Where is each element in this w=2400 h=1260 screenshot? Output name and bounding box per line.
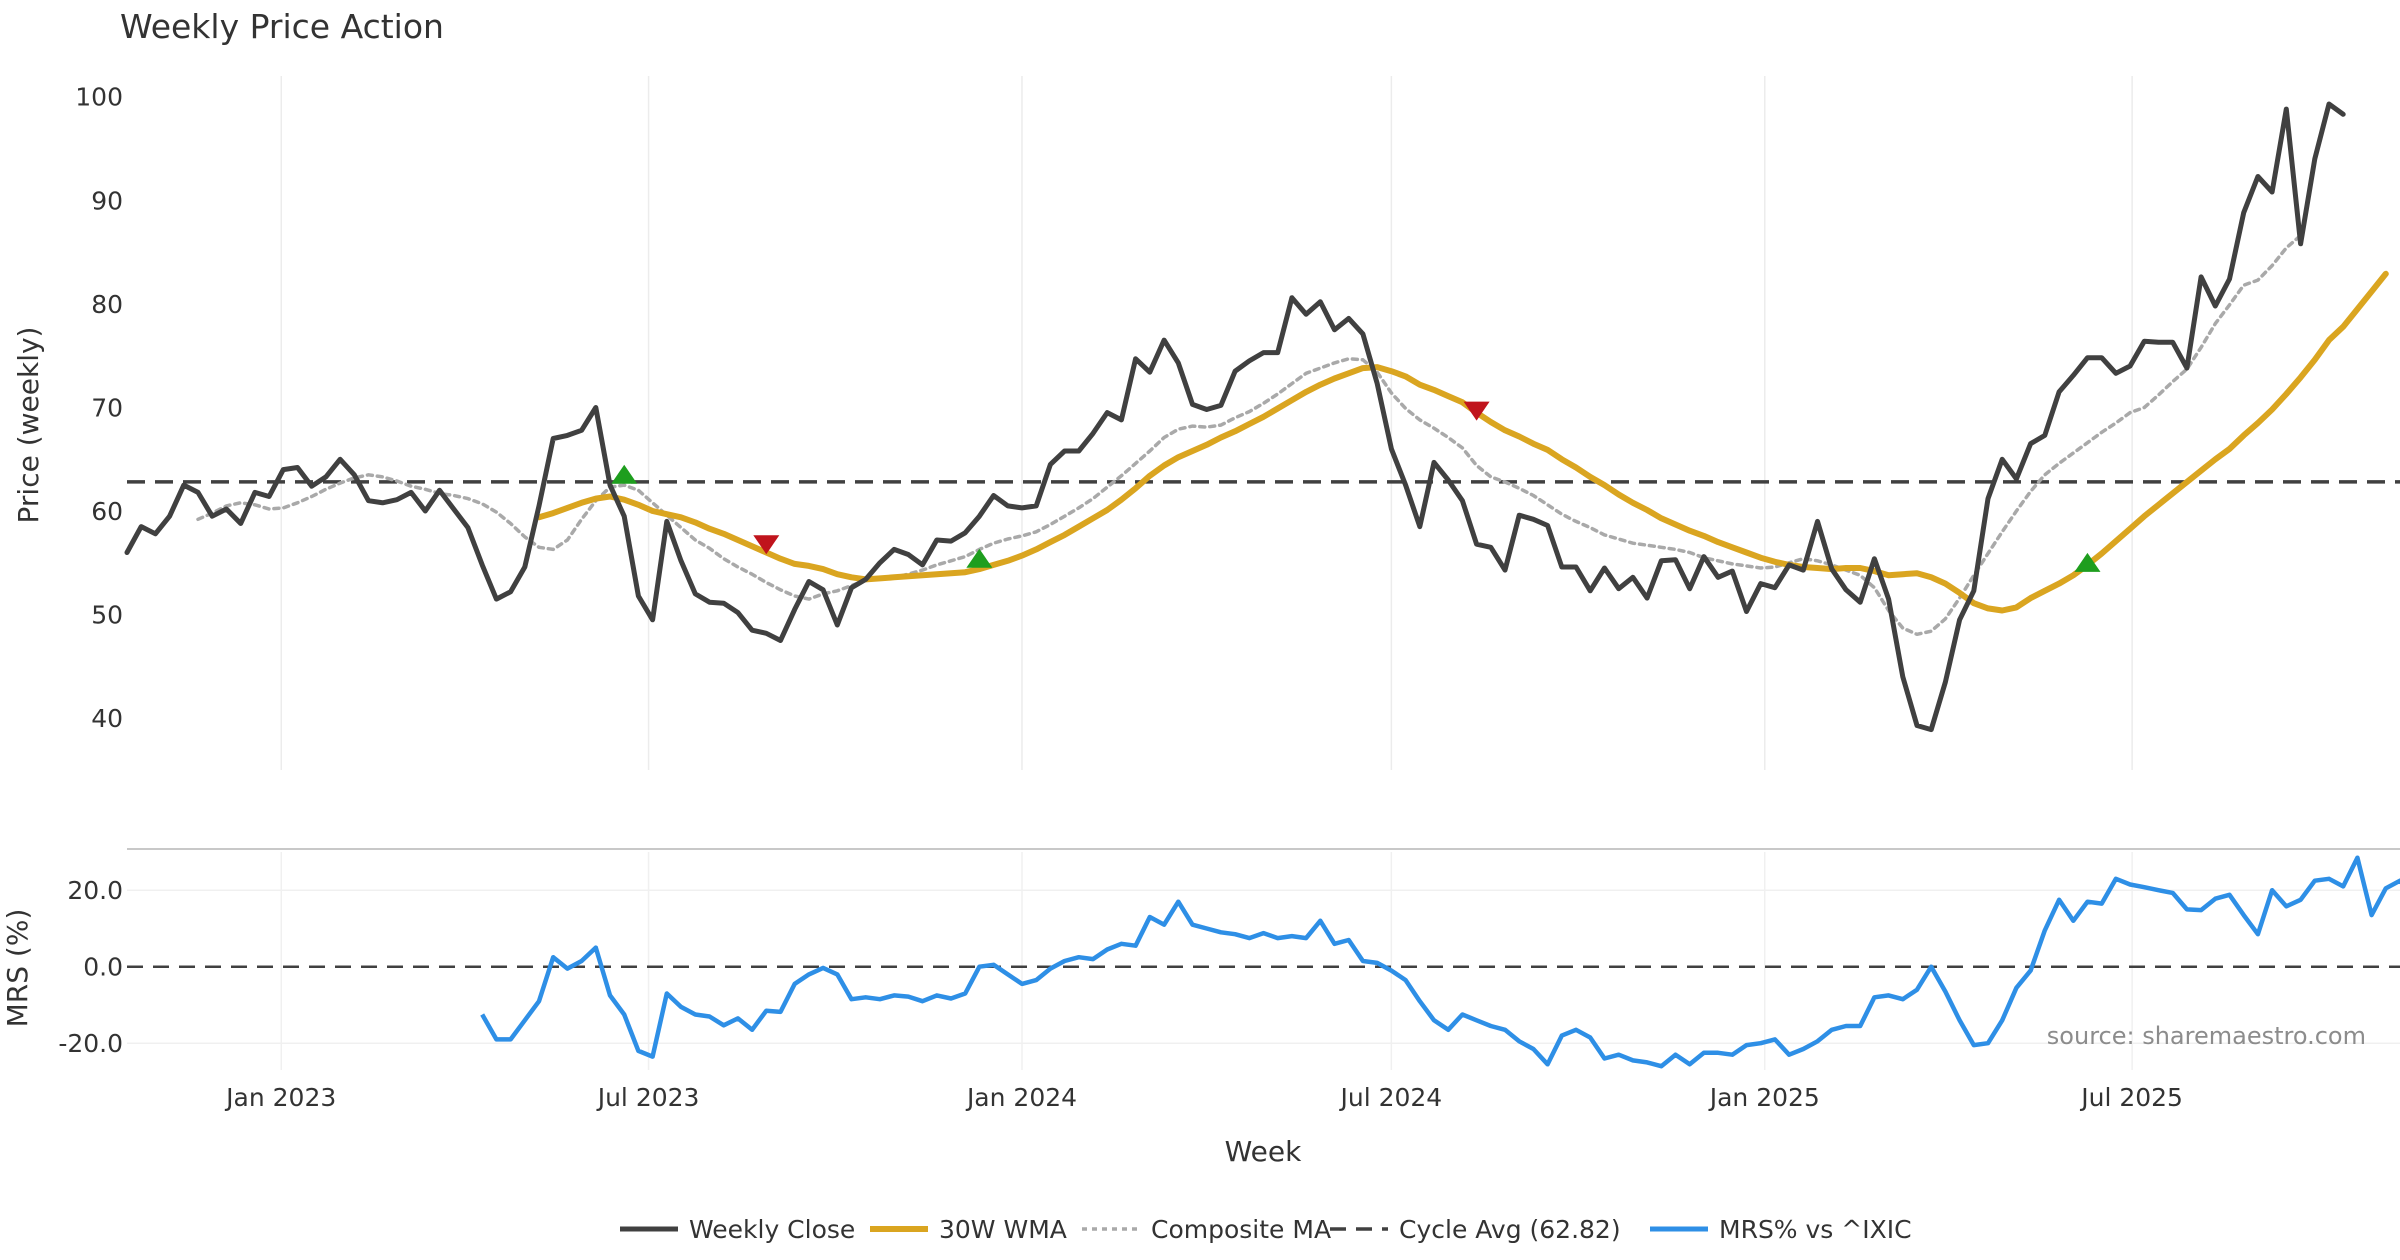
mrs-panel: 20.0 0.0 -20.0 MRS (%) source: sharemaestr… — [1, 852, 2400, 1070]
legend: Weekly Close 30W WMA Composite MA Cycle Avg… — [620, 1215, 1912, 1244]
x-axis-ticks: Jan 2023 Jul 2023 Jan 2024 Jul 2024 Jan 2025… — [224, 1083, 2183, 1112]
legend-label-composite: Composite MA — [1151, 1215, 1331, 1244]
legend-label-cycle: Cycle Avg (62.82) — [1399, 1215, 1621, 1244]
sell-signal-marker — [753, 535, 780, 555]
x-tick-label: Jan 2024 — [965, 1083, 1077, 1112]
price-y-tick-label: 80 — [91, 290, 123, 319]
mrs-gridlines — [127, 852, 2400, 1070]
legend-label-mrs: MRS% vs ^IXIC — [1719, 1215, 1912, 1244]
price-y-tick-label: 100 — [75, 83, 123, 112]
price-gridlines — [280, 76, 2133, 770]
x-tick-label: Jul 2025 — [2079, 1083, 2183, 1112]
buy-signal-marker — [2074, 552, 2101, 572]
price-panel: 40 50 60 70 80 90 100 Price (weekly) — [12, 76, 2400, 770]
close-line — [124, 101, 2346, 733]
legend-label-close: Weekly Close — [689, 1215, 855, 1244]
buy-signal-marker — [966, 548, 993, 568]
source-note: source: sharemaestro.com — [2047, 1022, 2366, 1050]
mrs-y-tick-label: 20.0 — [67, 876, 123, 905]
price-y-tick-label: 70 — [91, 393, 123, 422]
price-y-tick-label: 50 — [91, 601, 123, 630]
buy-signal-marker — [611, 464, 638, 484]
price-y-axis-label: Price (weekly) — [12, 327, 45, 524]
mrs-y-tick-label: 0.0 — [83, 953, 123, 982]
x-axis-label: Week — [1225, 1135, 1302, 1168]
price-y-tick-label: 90 — [91, 186, 123, 215]
price-y-tick-label: 60 — [91, 497, 123, 526]
price-y-tick-label: 40 — [91, 704, 123, 733]
mrs-series-group — [480, 855, 2400, 1069]
chart-title: Weekly Price Action — [120, 7, 444, 46]
x-tick-label: Jul 2023 — [596, 1083, 700, 1112]
composite-line — [196, 233, 2303, 637]
price-y-ticks: 40 50 60 70 80 90 100 — [75, 83, 123, 733]
x-tick-label: Jul 2024 — [1338, 1083, 1442, 1112]
wma-line — [536, 270, 2389, 614]
price-series-group — [124, 101, 2400, 733]
mrs-y-axis-label: MRS (%) — [1, 909, 34, 1028]
x-tick-label: Jan 2025 — [1708, 1083, 1820, 1112]
mrs-y-tick-label: -20.0 — [58, 1029, 123, 1058]
signal-markers — [611, 401, 2101, 572]
sell-signal-marker — [1463, 401, 1490, 421]
mrs-y-ticks: 20.0 0.0 -20.0 — [58, 876, 123, 1058]
legend-label-wma: 30W WMA — [939, 1215, 1067, 1244]
mrs-line — [480, 855, 2400, 1069]
x-tick-label: Jan 2023 — [224, 1083, 336, 1112]
